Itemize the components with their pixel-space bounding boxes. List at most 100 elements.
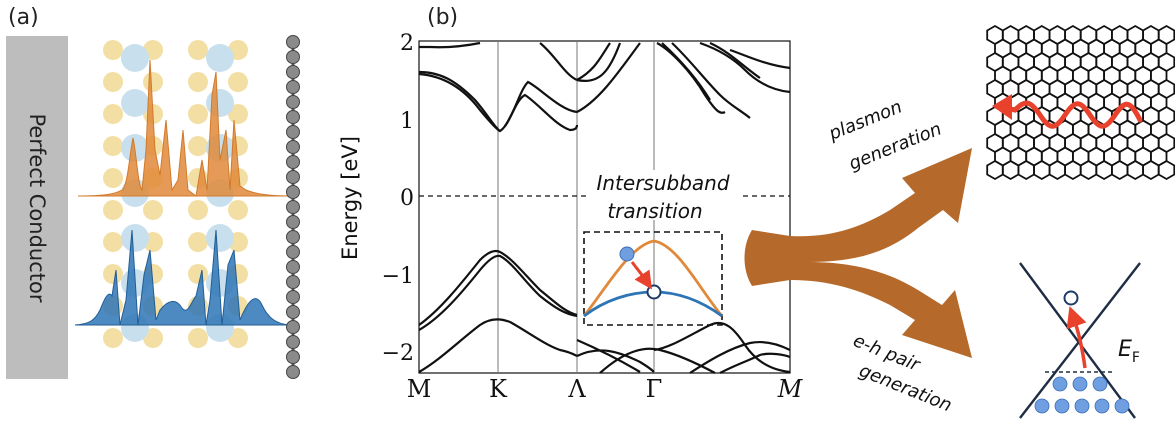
metal-atom bbox=[121, 224, 149, 252]
hexagon-cell bbox=[1126, 159, 1144, 181]
plasmon-arrow-head bbox=[992, 94, 1012, 120]
metal-atom bbox=[206, 224, 234, 252]
dirac-cone-diagram: EF bbox=[1019, 262, 1141, 419]
sulfur-atom bbox=[103, 264, 123, 284]
arrow-trunk bbox=[744, 148, 972, 358]
sulfur-atom bbox=[103, 200, 123, 220]
chain-atom bbox=[286, 305, 300, 319]
sulfur-atom bbox=[103, 72, 123, 92]
chain-atom bbox=[286, 125, 300, 139]
chain-atom bbox=[286, 275, 300, 289]
perfect-conductor-slab bbox=[6, 36, 68, 379]
energy-axis-label: Energy [eV] bbox=[338, 136, 362, 260]
hexagon-cell bbox=[1142, 159, 1160, 181]
sulfur-atom bbox=[143, 200, 163, 220]
annotation-line-1: Intersubband bbox=[596, 171, 729, 195]
y-tick-labels: 2 1 0 −1 −2 bbox=[382, 31, 414, 366]
y-tick-1: 1 bbox=[400, 109, 414, 134]
hexagon-cell bbox=[1079, 159, 1098, 181]
chain-atom bbox=[286, 290, 300, 304]
plasmon-label: plasmon generation bbox=[825, 96, 945, 174]
hole-circle bbox=[646, 284, 662, 300]
sulfur-atom bbox=[103, 104, 123, 124]
metal-atom bbox=[206, 44, 234, 72]
chain-atom bbox=[286, 155, 300, 169]
excited-electron bbox=[619, 246, 635, 262]
intersubband-inset-box bbox=[583, 231, 723, 326]
hexagon-cell bbox=[1095, 159, 1113, 181]
hexagon-cell bbox=[1001, 159, 1020, 181]
x-tick-K: K bbox=[489, 375, 508, 403]
perfect-conductor-label: Perfect Conductor bbox=[25, 114, 49, 303]
upper-orange-band bbox=[582, 239, 724, 317]
metal-atom bbox=[121, 89, 149, 117]
annotation-line-2: transition bbox=[607, 199, 702, 223]
orange-wavefunction bbox=[77, 59, 291, 197]
cone-line-left bbox=[1019, 262, 1136, 419]
sulfur-atom bbox=[188, 72, 208, 92]
sulfur-atom bbox=[188, 136, 208, 156]
sulfur-atom bbox=[188, 200, 208, 220]
sulfur-atom bbox=[188, 328, 208, 348]
sulfur-atom bbox=[188, 232, 208, 252]
blue-wavefunction bbox=[74, 229, 291, 326]
metal-atom bbox=[206, 89, 234, 117]
hexagon-cell bbox=[1064, 159, 1082, 181]
hexagon-cell bbox=[1033, 159, 1051, 181]
y-tick-2: 2 bbox=[400, 31, 414, 56]
chain-atom bbox=[286, 80, 300, 94]
chain-atom bbox=[286, 50, 300, 64]
chain-atom bbox=[286, 35, 300, 49]
chain-atom bbox=[286, 350, 300, 364]
chain-atom bbox=[286, 230, 300, 244]
y-tick-0: 0 bbox=[400, 186, 414, 211]
fermi-energy-label: EF bbox=[1118, 337, 1140, 366]
excitation-arrow bbox=[1066, 306, 1087, 369]
panel-a-label: (a) bbox=[8, 5, 39, 30]
chain-atom bbox=[286, 320, 300, 334]
sulfur-atom bbox=[103, 40, 123, 60]
x-tick-Lambda: Λ bbox=[567, 375, 586, 403]
graphene-lattice bbox=[986, 24, 1175, 181]
band-lines bbox=[418, 41, 791, 374]
chain-atom bbox=[286, 185, 300, 199]
annotation-background bbox=[590, 170, 740, 220]
excited-hole-circle bbox=[1063, 290, 1079, 306]
hexagon-cell bbox=[1111, 159, 1129, 181]
chain-atom bbox=[286, 110, 300, 124]
sulfur-atom bbox=[228, 72, 248, 92]
chain-atom bbox=[286, 215, 300, 229]
transition-arrow bbox=[630, 261, 652, 290]
plasmon-wave-arrow bbox=[1002, 100, 1143, 129]
chain-atom bbox=[286, 95, 300, 109]
chain-atom bbox=[286, 170, 300, 184]
panel-b: (b) Energy [eV] 2 1 0 −1 −2 M K Λ Γ M bbox=[338, 5, 804, 403]
sulfur-atom bbox=[228, 200, 248, 220]
plot-frame bbox=[418, 40, 791, 374]
y-tick-minus2: −2 bbox=[382, 341, 414, 366]
chain-atom bbox=[286, 260, 300, 274]
chain-atom bbox=[286, 365, 300, 379]
sulfur-atom bbox=[103, 168, 123, 188]
sulfur-atom bbox=[188, 104, 208, 124]
chain-atom bbox=[286, 335, 300, 349]
y-tick-minus1: −1 bbox=[382, 264, 414, 289]
graphene-atom-chain bbox=[286, 35, 300, 379]
sulfur-atom bbox=[103, 328, 123, 348]
x-tick-M-right: M bbox=[777, 375, 804, 403]
sulfur-atom bbox=[188, 40, 208, 60]
x-tick-Gamma: Γ bbox=[646, 375, 663, 403]
metal-atom bbox=[121, 44, 149, 72]
sulfur-atom bbox=[188, 264, 208, 284]
chain-atom bbox=[286, 140, 300, 154]
chain-atom bbox=[286, 200, 300, 214]
sulfur-atom bbox=[143, 72, 163, 92]
electron-sea bbox=[1034, 376, 1130, 414]
chain-atom bbox=[286, 245, 300, 259]
hexagon-cell bbox=[1157, 159, 1175, 181]
sulfur-atom bbox=[103, 232, 123, 252]
hexagon-cell bbox=[1048, 159, 1066, 181]
hexagon-cell bbox=[986, 159, 1004, 181]
panel-a: (a) Perfect Conductor bbox=[6, 5, 300, 379]
panel-b-label: (b) bbox=[427, 5, 458, 30]
